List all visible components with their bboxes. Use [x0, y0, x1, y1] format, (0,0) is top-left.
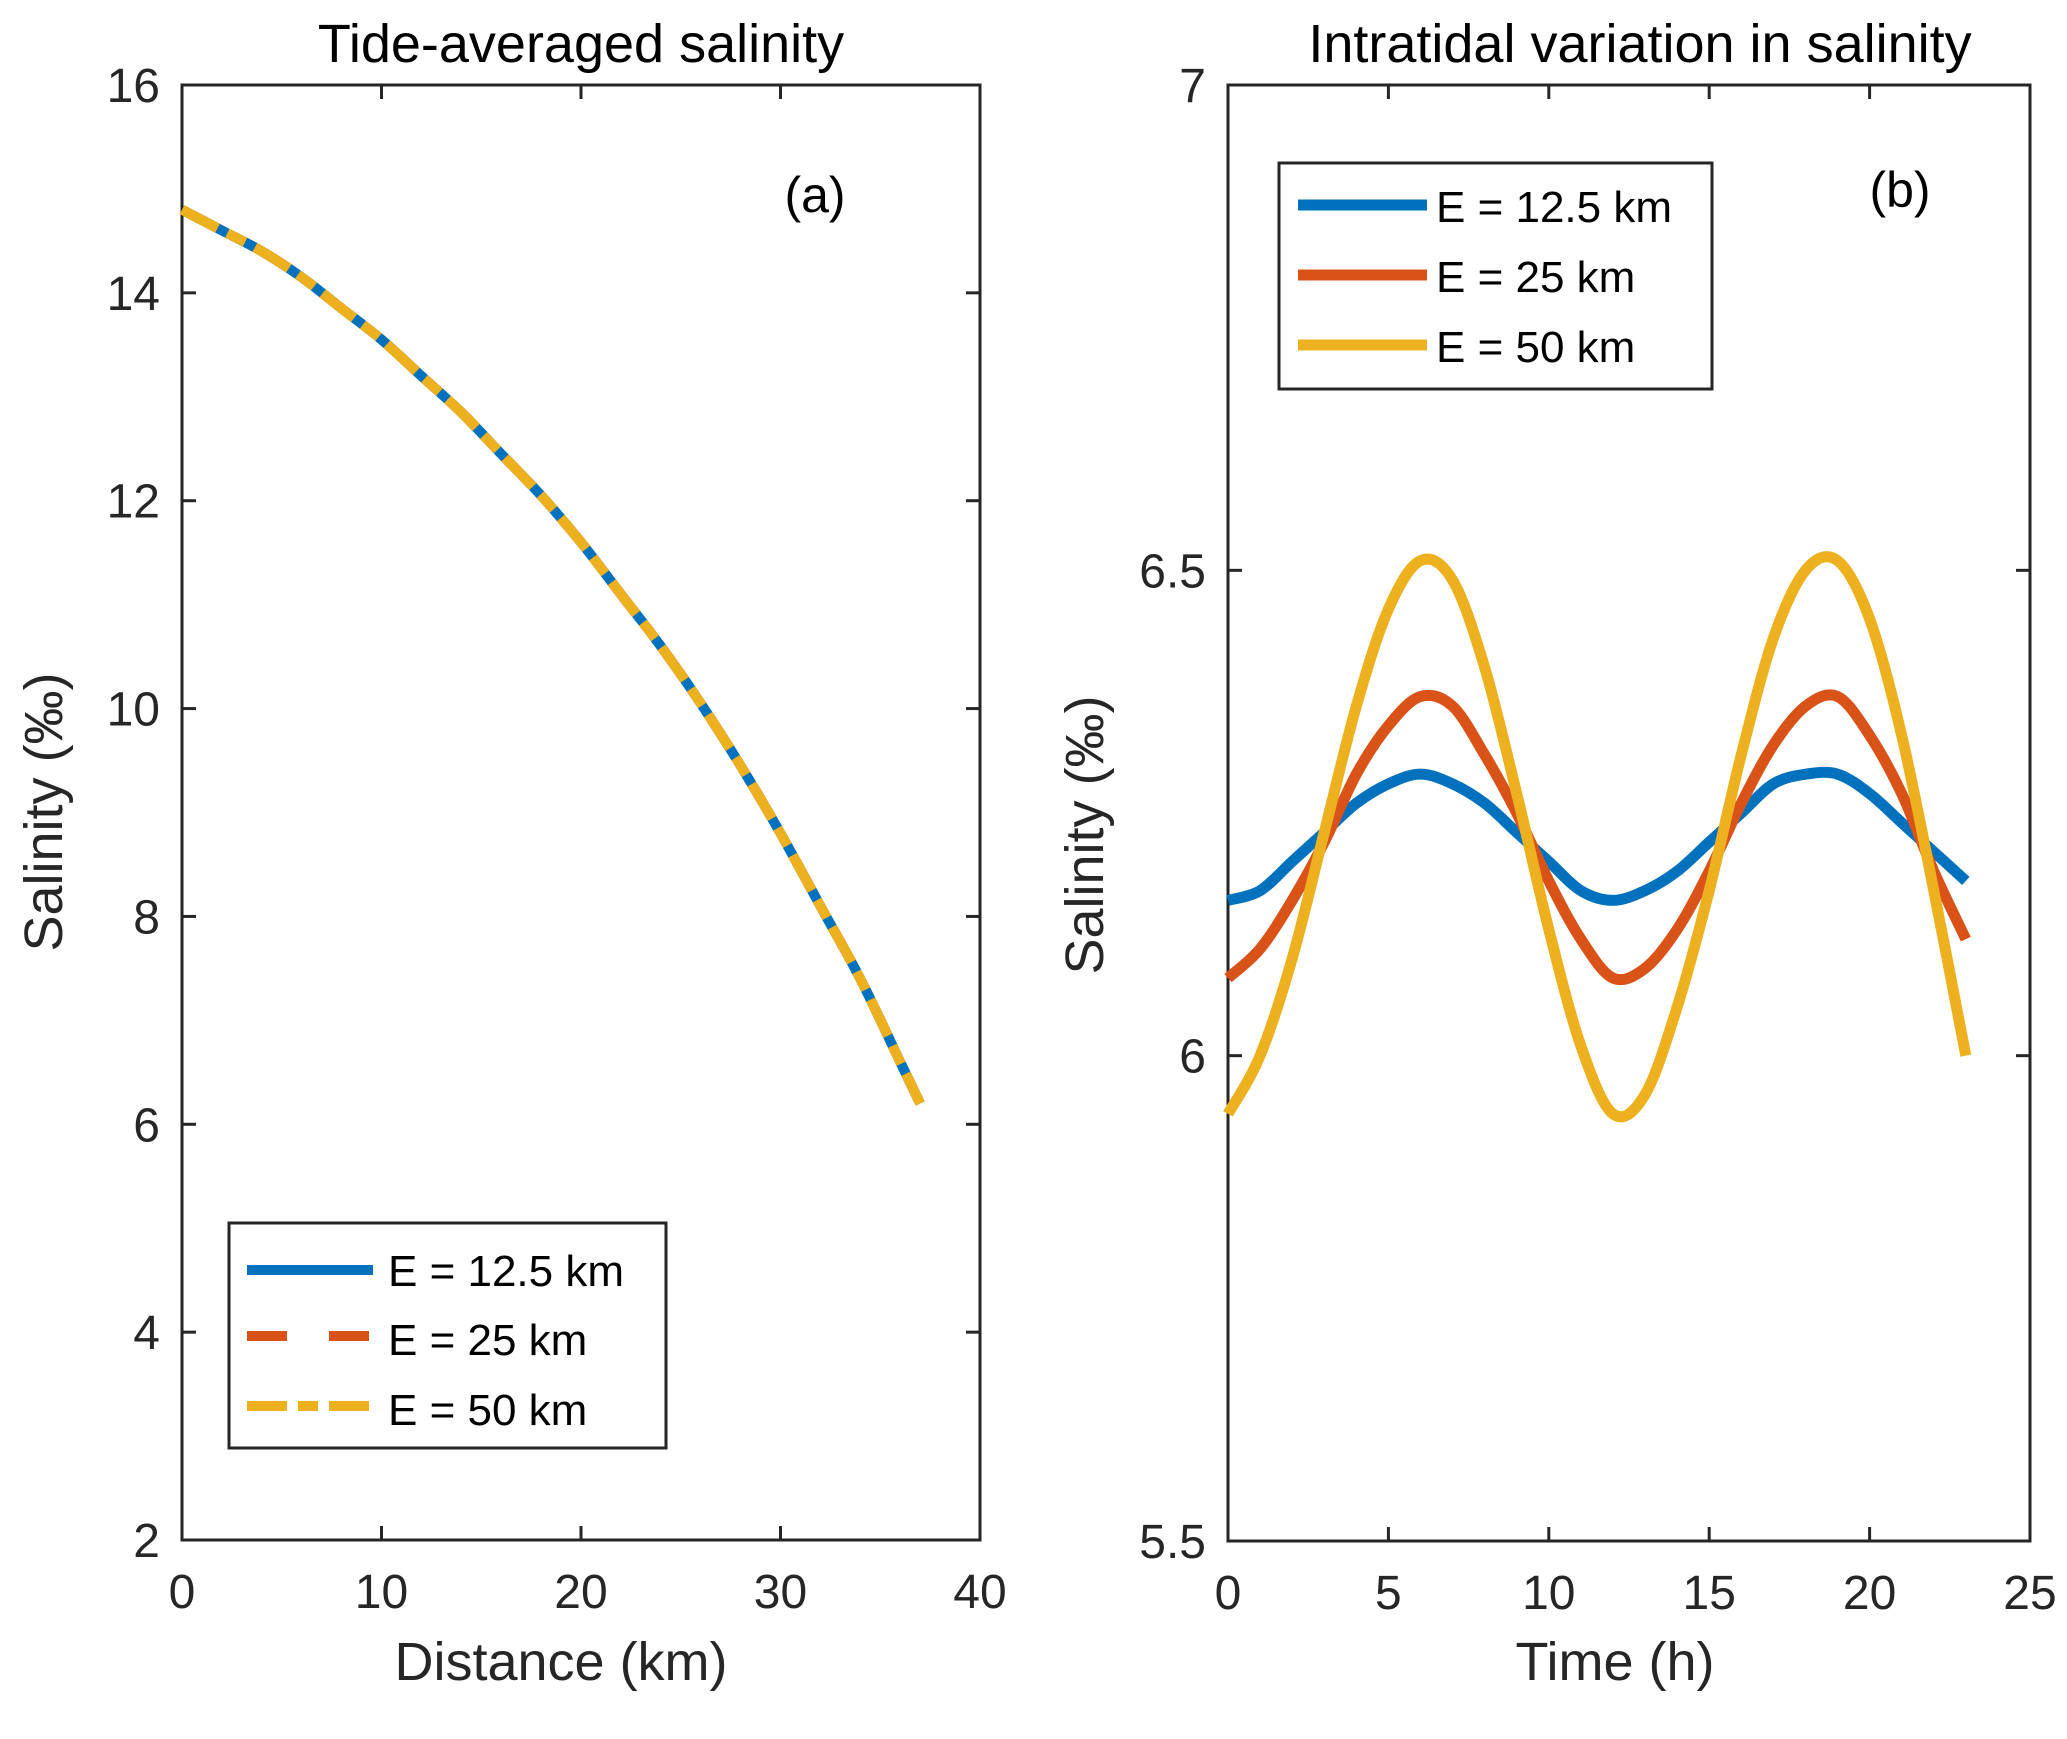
- panel-a-lines: [179, 205, 925, 1106]
- legend-b-label-0: E = 12.5 km: [1436, 183, 1672, 232]
- x-tick-label: 40: [953, 1566, 1006, 1619]
- x-tick-label: 0: [1215, 1567, 1242, 1620]
- y-tick-label: 10: [107, 684, 160, 737]
- series-line-b-2: [1223, 551, 1972, 1123]
- panel-b-lines: [1223, 551, 1972, 1123]
- panel-a-ticks: 0 10 20 30 40 2 4 6 8 10 12 14 16: [107, 60, 1007, 1619]
- y-tick-label: 6: [1179, 1031, 1206, 1084]
- panel-b-legend[interactable]: E = 12.5 km E = 25 km E = 50 km: [1277, 161, 1714, 391]
- panel-b-ylabel: Salinity (‰): [1055, 695, 1115, 974]
- y-tick-label: 16: [107, 60, 160, 113]
- y-tick-label: 2: [133, 1515, 160, 1568]
- panel-b-ticks: 0 5 10 15 20 25 5.5 6 6.5 7: [1139, 60, 2056, 1620]
- panel-b-label: (b): [1869, 162, 1930, 218]
- panel-a-label: (a): [784, 167, 845, 223]
- y-tick-label: 7: [1179, 60, 1206, 113]
- y-tick-label: 5.5: [1139, 1516, 1206, 1569]
- x-tick-label: 20: [1843, 1567, 1896, 1620]
- series-line-b-0: [1226, 766, 1970, 906]
- legend-b-label-1: E = 25 km: [1436, 253, 1635, 302]
- x-tick-label: 5: [1375, 1567, 1402, 1620]
- panel-a-xlabel: Distance (km): [394, 1632, 727, 1692]
- series-line-a-2: [179, 205, 925, 1106]
- x-tick-label: 25: [2003, 1567, 2056, 1620]
- x-tick-label: 0: [169, 1566, 196, 1619]
- legend-a-label-1: E = 25 km: [388, 1316, 587, 1365]
- panel-b-title: Intratidal variation in salinity: [1308, 14, 1971, 74]
- y-tick-label: 6.5: [1139, 545, 1206, 598]
- legend-a-label-2: E = 50 km: [388, 1386, 587, 1435]
- series-line-b-1: [1224, 689, 1971, 986]
- legend-a-label-0: E = 12.5 km: [388, 1247, 624, 1296]
- x-tick-label: 20: [554, 1566, 607, 1619]
- panel-a-ylabel: Salinity (‰): [14, 672, 74, 951]
- y-tick-label: 12: [107, 476, 160, 529]
- x-tick-label: 30: [754, 1566, 807, 1619]
- panel-a: Tide-averaged salinity 0 10 20 30 40 2 4 6 8 10 12…: [14, 14, 1007, 1692]
- x-tick-label: 10: [1522, 1567, 1575, 1620]
- panel-b: Intratidal variation in salinity 0 5 10 15 2…: [1055, 14, 2057, 1692]
- y-tick-label: 4: [133, 1307, 160, 1360]
- y-tick-label: 8: [133, 891, 160, 944]
- y-tick-label: 6: [133, 1099, 160, 1152]
- x-tick-label: 15: [1683, 1567, 1736, 1620]
- x-tick-label: 10: [355, 1566, 408, 1619]
- y-tick-label: 14: [107, 268, 160, 321]
- panel-a-legend[interactable]: E = 12.5 km E = 25 km E = 50 km: [227, 1221, 668, 1450]
- panel-b-xlabel: Time (h): [1516, 1632, 1715, 1692]
- legend-b-label-2: E = 50 km: [1436, 323, 1635, 372]
- panel-a-title: Tide-averaged salinity: [318, 14, 844, 74]
